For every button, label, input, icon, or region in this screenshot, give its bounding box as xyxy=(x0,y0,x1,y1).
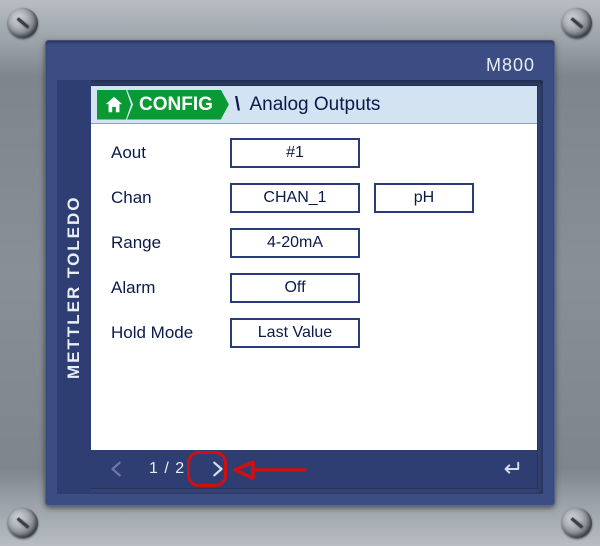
decor-screw xyxy=(8,8,38,38)
breadcrumb: CONFIG Analog Outputs xyxy=(91,86,537,124)
alarm-selector[interactable]: Off xyxy=(230,273,360,303)
row-alarm: Alarm Off xyxy=(111,273,525,303)
annotation-arrow-icon xyxy=(233,456,307,484)
row-aout: Aout #1 xyxy=(111,138,525,168)
prev-page-button[interactable] xyxy=(103,455,131,483)
row-chan: Chan CHAN_1 pH xyxy=(111,183,525,213)
back-button[interactable] xyxy=(497,455,525,483)
aout-selector[interactable]: #1 xyxy=(230,138,360,168)
decor-screw xyxy=(8,508,38,538)
next-page-button[interactable] xyxy=(203,455,231,483)
decor-screw xyxy=(562,508,592,538)
device-bezel: M800 METTLER TOLEDO CONFIG Analog Output… xyxy=(45,40,555,506)
field-label: Chan xyxy=(111,188,216,208)
home-button[interactable] xyxy=(97,90,131,120)
footer-nav: 1 / 2 xyxy=(91,450,537,488)
form-area: Aout #1 Chan CHAN_1 pH Range 4-20mA Alar… xyxy=(91,124,537,450)
range-selector[interactable]: 4-20mA xyxy=(230,228,360,258)
chan-param-selector[interactable]: pH xyxy=(374,183,474,213)
row-hold-mode: Hold Mode Last Value xyxy=(111,318,525,348)
field-label: Alarm xyxy=(111,278,216,298)
breadcrumb-current: Analog Outputs xyxy=(235,94,381,116)
touchscreen: CONFIG Analog Outputs Aout #1 Chan CHAN_… xyxy=(91,86,537,488)
field-label: Range xyxy=(111,233,216,253)
return-icon xyxy=(500,460,522,478)
chevron-right-icon xyxy=(208,460,226,478)
chevron-left-icon xyxy=(108,460,126,478)
house-icon xyxy=(103,95,125,115)
page-indicator: 1 / 2 xyxy=(149,460,185,478)
chan-selector[interactable]: CHAN_1 xyxy=(230,183,360,213)
field-label: Hold Mode xyxy=(111,323,216,343)
field-label: Aout xyxy=(111,143,216,163)
hold-mode-selector[interactable]: Last Value xyxy=(230,318,360,348)
decor-screw xyxy=(562,8,592,38)
brand-label: METTLER TOLEDO xyxy=(57,80,91,494)
device-model-label: M800 xyxy=(486,55,535,76)
row-range: Range 4-20mA xyxy=(111,228,525,258)
breadcrumb-config[interactable]: CONFIG xyxy=(127,90,229,120)
